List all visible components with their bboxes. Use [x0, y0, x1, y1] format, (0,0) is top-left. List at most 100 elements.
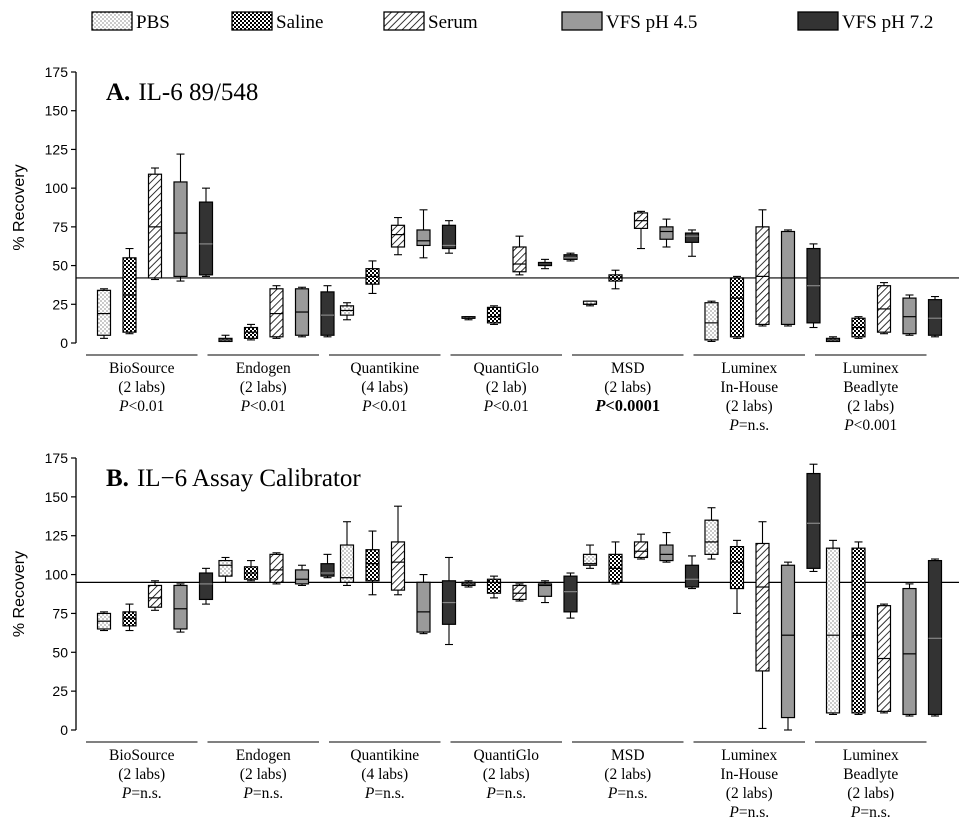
legend-swatch-check [231, 11, 273, 31]
box-hatch [633, 541, 649, 559]
box-dark [320, 563, 335, 577]
box-dark [927, 559, 943, 716]
panel-title: A. IL-6 89/548 [106, 79, 258, 106]
box-check [365, 549, 380, 582]
y-axis-label: % Recovery [11, 551, 28, 637]
y-tick-label: 175 [45, 450, 69, 466]
y-tick-label: 125 [45, 141, 69, 157]
legend-label: Saline [276, 12, 324, 33]
p-value: P=n.s. [728, 417, 769, 434]
box-dark [563, 575, 578, 613]
box-dark [198, 201, 214, 276]
box-gray [659, 544, 674, 562]
box-dark [927, 299, 943, 336]
box-gray [173, 584, 188, 630]
group-label: QuantiGlo [474, 360, 540, 377]
p-value: P=n.s. [364, 785, 405, 802]
group-label: MSD [611, 747, 645, 764]
y-tick-label: 75 [52, 219, 68, 235]
legend-swatch-dark [797, 11, 839, 31]
box-dots [96, 289, 112, 336]
box-hatch [269, 553, 284, 583]
group-label: In-House [720, 379, 778, 396]
box-hatch [269, 288, 284, 338]
box-dark [441, 224, 457, 250]
box-check [851, 547, 866, 714]
y-tick-label: 50 [52, 258, 68, 274]
y-tick-label: 0 [60, 722, 68, 738]
box-dark [320, 291, 335, 336]
box-dark [684, 564, 700, 588]
group-label: (2 labs) [847, 398, 894, 415]
box-hatch [755, 542, 770, 672]
group-label: BioSource [109, 360, 175, 377]
group-label: Luminex [721, 360, 777, 377]
legend-swatch-dots [91, 11, 133, 31]
group-label: (2 labs) [118, 379, 165, 396]
box-check [729, 277, 745, 338]
p-value: P=n.s. [728, 804, 769, 821]
y-tick-label: 100 [45, 180, 69, 196]
legend-label: PBS [136, 12, 170, 33]
box-hatch [390, 541, 406, 591]
group-label: (2 labs) [604, 379, 651, 396]
box-dark [684, 232, 700, 243]
group-label: In-House [720, 766, 778, 783]
y-tick-label: 100 [45, 567, 69, 583]
box-gray [780, 564, 796, 719]
y-tick-label: 25 [52, 683, 68, 699]
box-hatch [755, 226, 770, 326]
group-label: Beadlyte [843, 766, 898, 783]
p-value: P<0.01 [240, 398, 286, 415]
group-label: (2 labs) [240, 766, 287, 783]
y-tick-label: 150 [45, 489, 69, 505]
box-dark [563, 254, 578, 260]
legend-label: VFS pH 4.5 [606, 12, 697, 33]
box-gray [416, 229, 431, 247]
p-value: P=n.s. [850, 804, 891, 821]
y-tick-label: 75 [52, 605, 68, 621]
group-label: Endogen [236, 360, 291, 377]
box-check [486, 306, 502, 324]
box-hatch [390, 224, 406, 248]
box-gray [173, 181, 188, 278]
box-gray [537, 583, 553, 597]
y-tick-label: 125 [45, 528, 69, 544]
legend: PBS Saline Serum VFS pH 4.5 VFS pH 7.2 [91, 11, 933, 33]
group-label: (4 labs) [361, 766, 408, 783]
box-dots [339, 544, 355, 583]
legend-label: Serum [428, 12, 478, 33]
y-tick-label: 150 [45, 103, 69, 119]
p-value: P=n.s. [485, 785, 526, 802]
box-dots [218, 559, 233, 577]
group-label: Luminex [721, 747, 777, 764]
panel-a: 0 25 50 75 100 125 150 175 % Recovery A. IL-6 89/5… [11, 64, 959, 434]
panel-title: B. IL−6 Assay Calibrator [106, 465, 361, 492]
group-label: (2 labs) [604, 766, 651, 783]
legend-swatch-gray [561, 11, 603, 31]
p-value: P<0.001 [843, 417, 897, 434]
box-check [486, 578, 502, 594]
box-check [729, 545, 745, 590]
box-dots [825, 547, 841, 714]
box-dots [704, 302, 719, 341]
box-hatch [512, 246, 527, 273]
y-tick-label: 50 [52, 644, 68, 660]
group-label: (2 labs) [847, 785, 894, 802]
box-gray [659, 226, 674, 240]
y-tick-label: 0 [60, 335, 68, 351]
box-dark [806, 472, 821, 569]
group-label: Beadlyte [843, 379, 898, 396]
legend-swatch-hatch [383, 11, 425, 31]
box-dark [198, 572, 214, 601]
panel-b: 0 25 50 75 100 125 150 175 % Recovery B. IL−6 Assa… [11, 450, 959, 821]
y-tick-label: 25 [52, 296, 68, 312]
p-value: P=n.s. [607, 785, 648, 802]
group-label: Quantikine [350, 747, 419, 764]
p-value: P=n.s. [242, 785, 283, 802]
group-label: Quantikine [350, 360, 419, 377]
group-label: (2 labs) [118, 766, 165, 783]
group-label: (2 lab) [486, 379, 527, 396]
p-value: P<0.01 [483, 398, 529, 415]
